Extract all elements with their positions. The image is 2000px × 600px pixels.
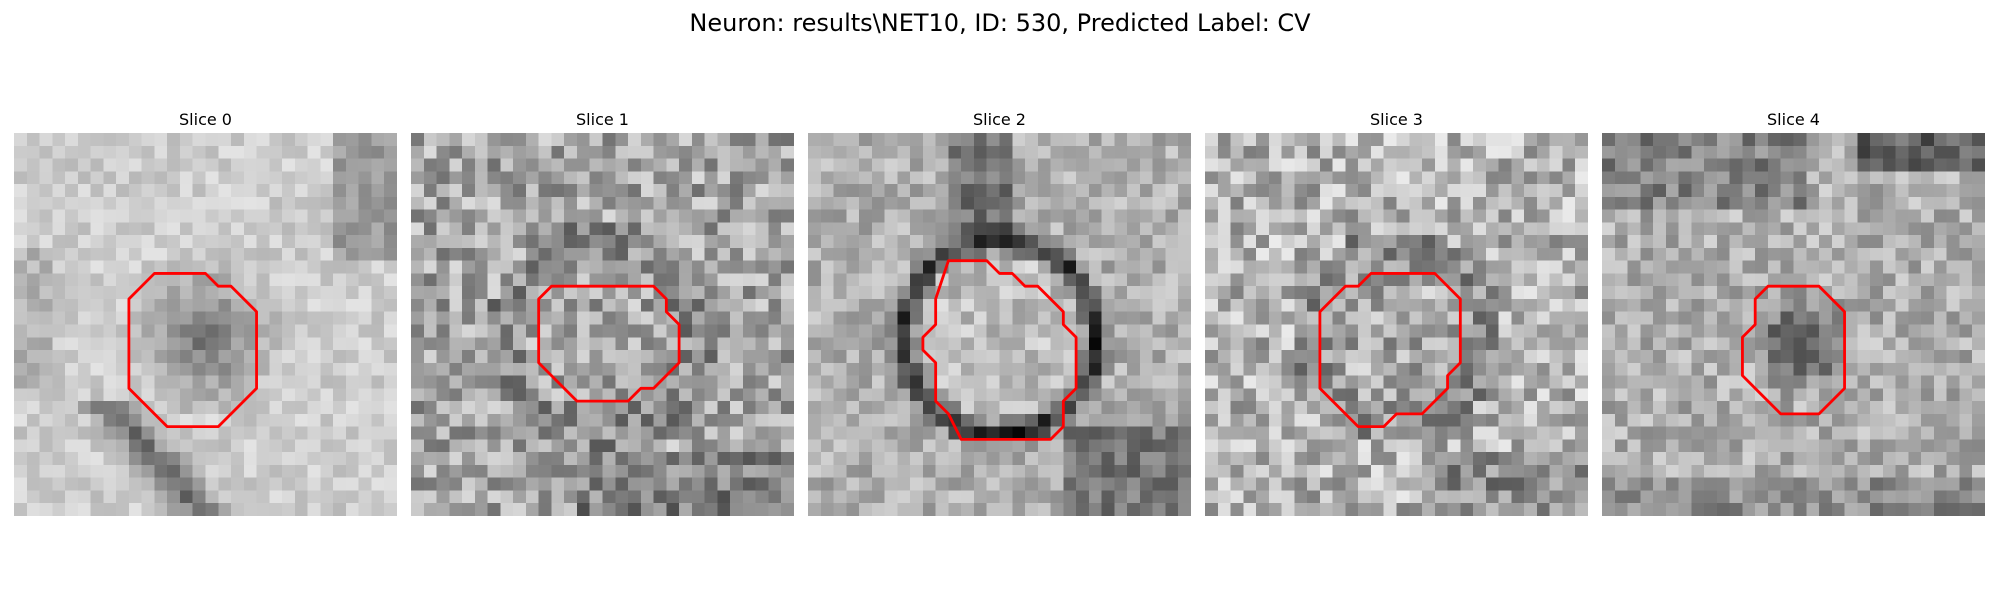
slice-panel-4: Slice 4	[1602, 108, 1985, 516]
contour-outline-3	[1318, 272, 1462, 429]
contour-outline-1	[537, 284, 681, 403]
slice-title-3: Slice 3	[1370, 110, 1423, 129]
slice-title-4: Slice 4	[1767, 110, 1820, 129]
slice-image-4	[1602, 133, 1985, 516]
slice-panel-2: Slice 2	[808, 108, 1191, 516]
slice-image-2	[808, 133, 1191, 516]
figure-title: Neuron: results\NET10, ID: 530, Predicte…	[689, 9, 1311, 37]
slice-panel-1: Slice 1	[411, 108, 794, 516]
contour-outline-0	[127, 272, 258, 429]
slice-image-0	[14, 133, 397, 516]
slice-image-1	[411, 133, 794, 516]
slice-panel-0: Slice 0	[14, 108, 397, 516]
slice-title-0: Slice 0	[179, 110, 232, 129]
contour-outline-4	[1741, 284, 1846, 416]
slice-image-3	[1205, 133, 1588, 516]
contour-outline-2	[921, 259, 1078, 441]
slice-panel-3: Slice 3	[1205, 108, 1588, 516]
slice-title-2: Slice 2	[973, 110, 1026, 129]
slice-title-1: Slice 1	[576, 110, 629, 129]
